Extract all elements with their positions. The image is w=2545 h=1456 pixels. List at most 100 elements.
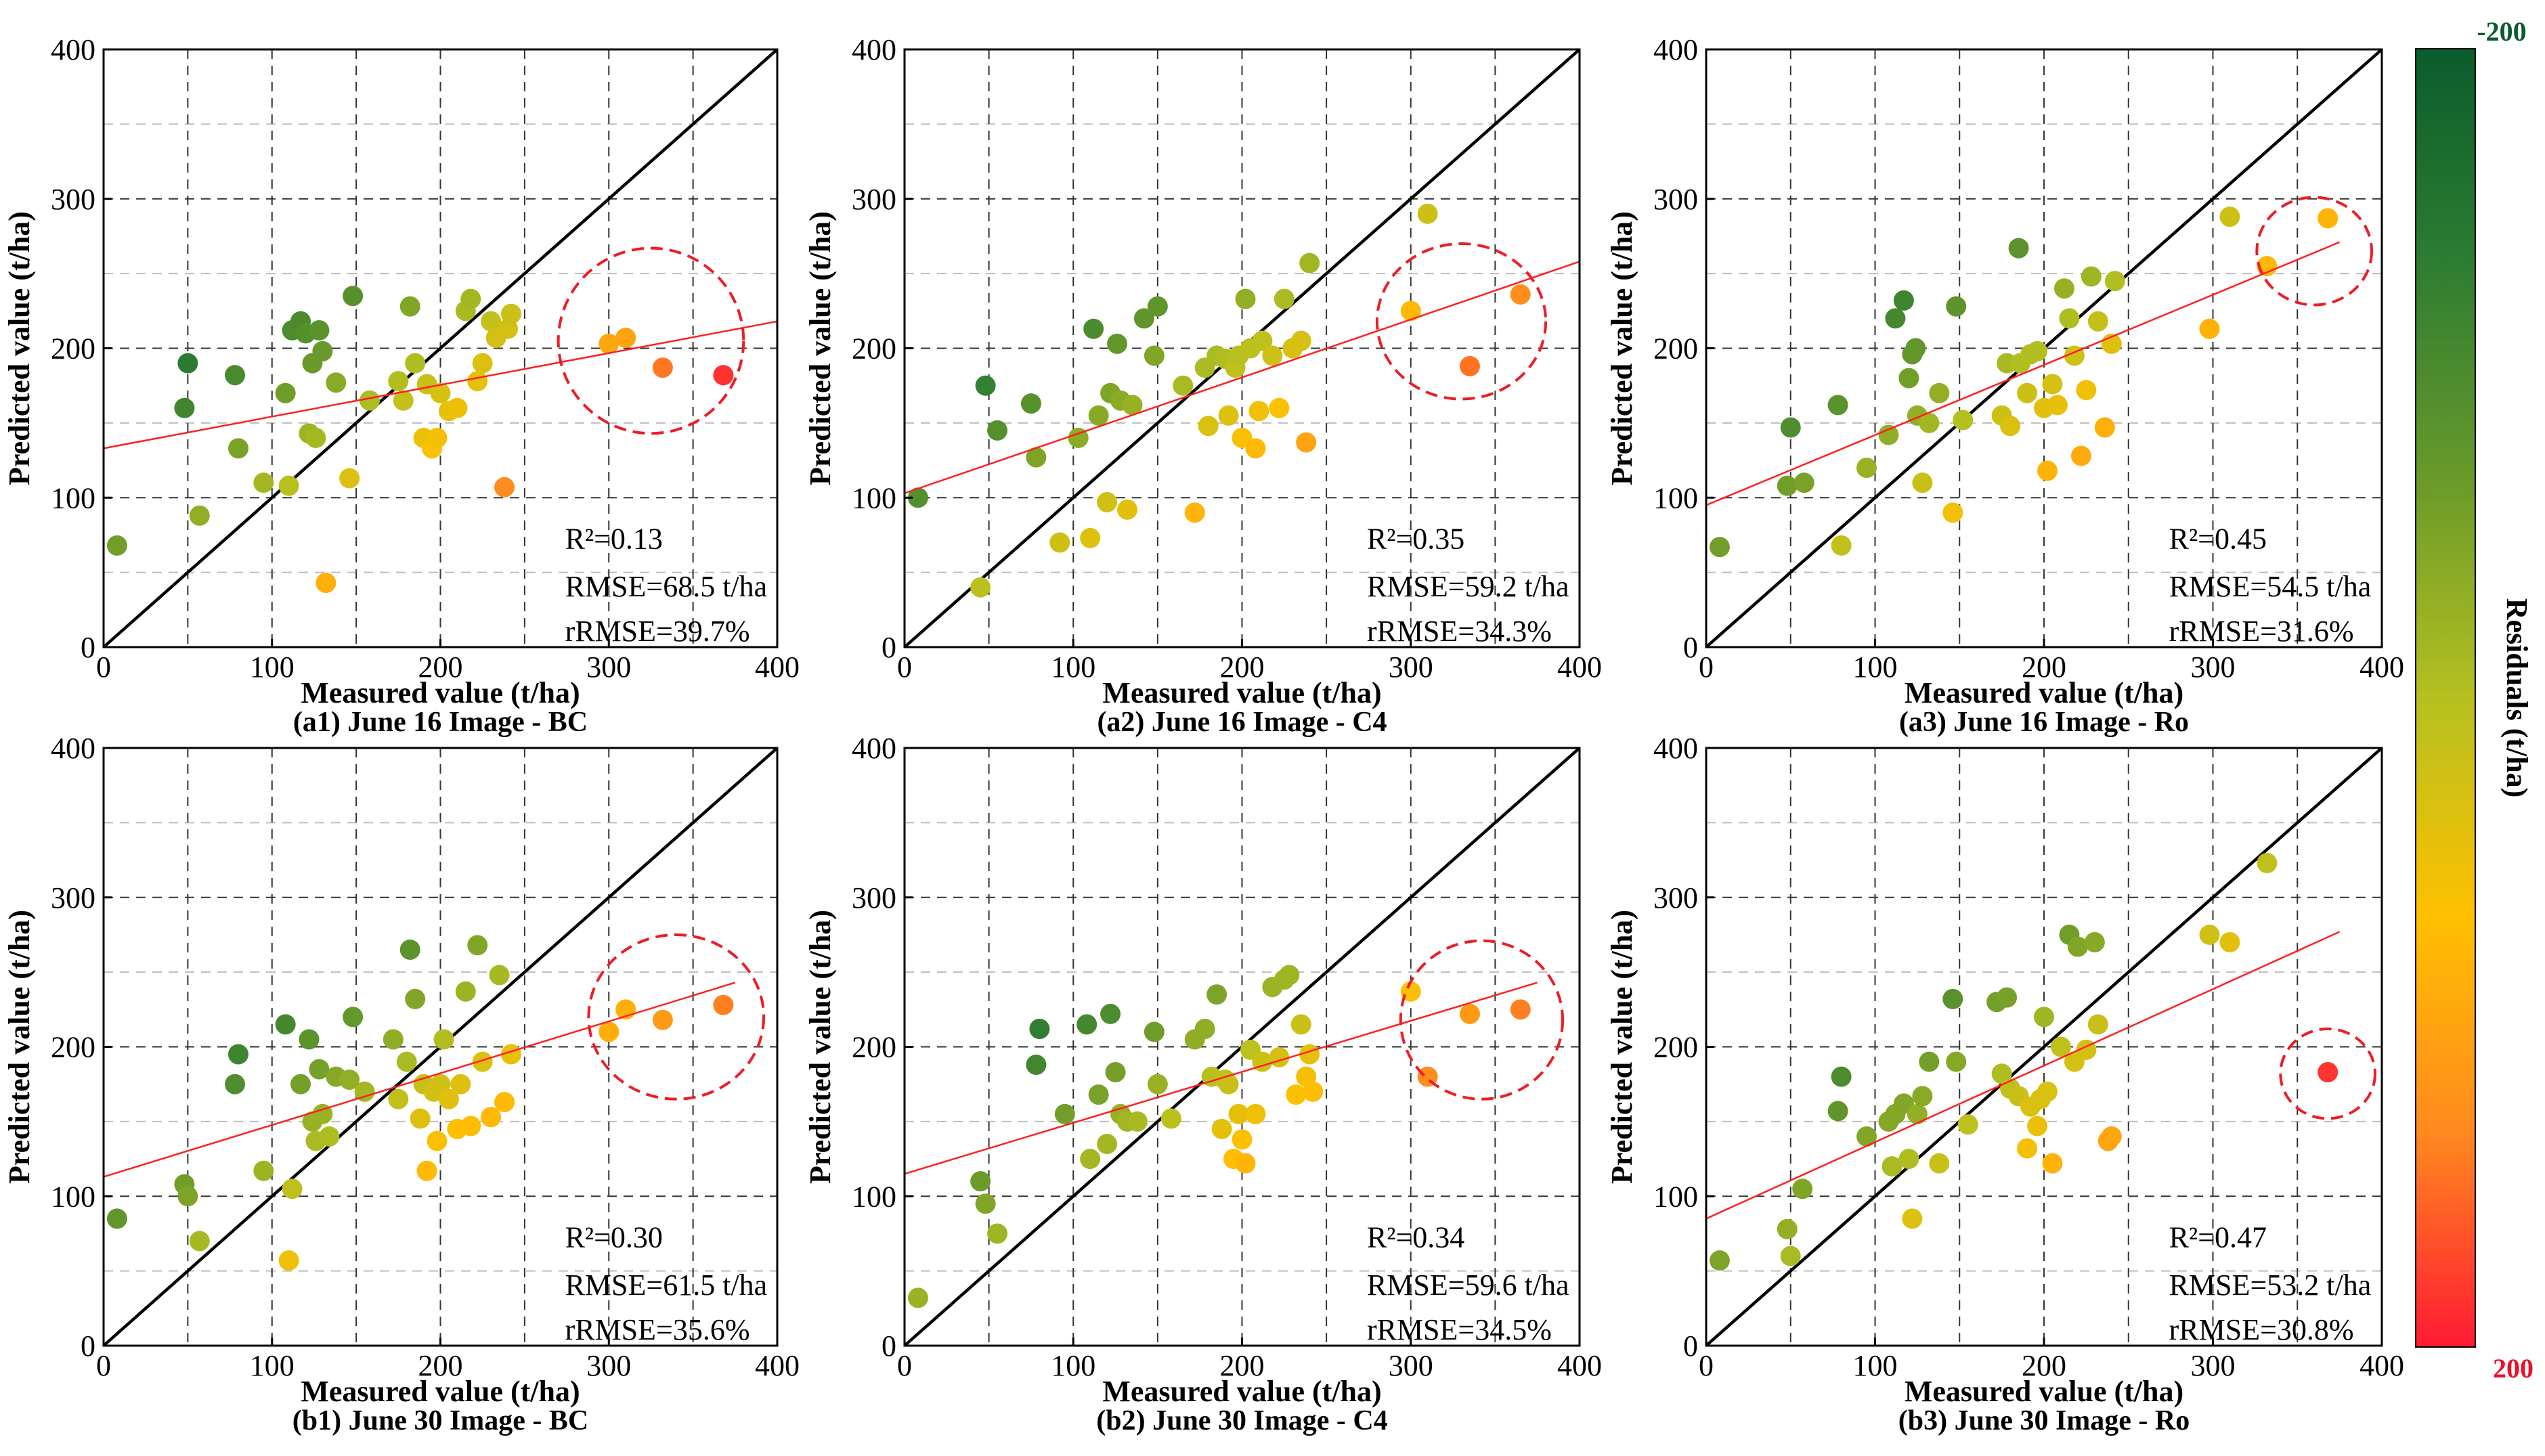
y-tick-label: 400 xyxy=(51,33,95,66)
y-tick-label: 100 xyxy=(852,1180,896,1213)
y-tick-label: 400 xyxy=(852,732,896,765)
r-squared-label: R²=0.30 xyxy=(565,1220,663,1254)
y-tick-label: 100 xyxy=(1653,481,1698,514)
data-point xyxy=(987,420,1008,441)
panel-b1: 00 100 100 200 200 300 300 400 400 Measured value… xyxy=(3,732,800,1436)
panel-caption: (b2) June 30 Image - C4 xyxy=(1096,1405,1387,1436)
one-to-one-line xyxy=(1705,747,2383,1347)
data-point xyxy=(1117,499,1138,520)
rmse-label: RMSE=59.6 t/ha xyxy=(1367,1269,1569,1302)
data-point xyxy=(1912,1086,1933,1107)
x-axis-title: Measured value (t/ha) xyxy=(1905,1375,2183,1408)
x-tick-label: 100 xyxy=(250,1349,295,1382)
data-point xyxy=(1100,1003,1121,1024)
data-point xyxy=(1885,308,1906,329)
data-point xyxy=(2042,374,2063,395)
data-point xyxy=(1777,1218,1798,1239)
data-point xyxy=(1245,1103,1266,1124)
x-tick-label: 0 xyxy=(96,1349,111,1382)
x-tick-label: 0 xyxy=(1699,650,1714,684)
data-point xyxy=(2101,1126,2122,1147)
y-tick-label: 200 xyxy=(51,332,95,366)
x-tick-label: 300 xyxy=(1389,1349,1433,1382)
data-point xyxy=(1269,397,1290,418)
data-point xyxy=(970,1171,991,1192)
data-point xyxy=(1068,427,1089,448)
data-point xyxy=(2318,208,2339,229)
data-point xyxy=(652,1009,673,1030)
panel-caption: (a3) June 16 Image - Ro xyxy=(1899,707,2189,738)
data-point xyxy=(1929,1153,1950,1174)
y-tick-label: 200 xyxy=(852,1031,896,1064)
data-point xyxy=(494,477,515,498)
data-point xyxy=(472,1051,493,1072)
data-point xyxy=(312,1103,333,1124)
data-point xyxy=(189,1231,210,1252)
data-point xyxy=(2199,318,2220,339)
data-point xyxy=(1942,502,1963,523)
data-point xyxy=(405,353,426,374)
data-point xyxy=(2008,238,2029,259)
regression-line xyxy=(1705,931,2341,1220)
y-tick-label: 0 xyxy=(882,631,896,664)
y-tick-label: 0 xyxy=(1683,631,1698,664)
data-point xyxy=(383,1029,404,1050)
data-point xyxy=(1827,395,1848,416)
data-point xyxy=(1097,1133,1118,1154)
data-point xyxy=(1881,1156,1902,1177)
data-point xyxy=(2087,311,2108,332)
data-point xyxy=(2219,931,2240,952)
data-point xyxy=(599,1021,619,1042)
panel-caption: (b1) June 30 Image - BC xyxy=(292,1405,589,1436)
panel-a3: 00 100 100 200 200 300 300 400 400 Measured value… xyxy=(1605,33,2404,738)
data-point xyxy=(1184,502,1205,523)
y-axis-title: Predicted value (t/ha) xyxy=(804,910,837,1184)
x-axis-title: Measured value (t/ha) xyxy=(1102,676,1381,709)
data-point xyxy=(393,390,414,411)
x-tick-label: 0 xyxy=(96,650,111,684)
data-point xyxy=(2034,1007,2054,1028)
data-point xyxy=(2081,266,2102,287)
data-point xyxy=(290,1074,311,1095)
data-point xyxy=(455,981,476,1002)
data-point xyxy=(987,1223,1008,1244)
data-point xyxy=(1827,1101,1848,1122)
data-point xyxy=(970,577,991,598)
data-point xyxy=(278,475,299,496)
data-point xyxy=(1105,1062,1126,1083)
data-point xyxy=(1218,405,1239,426)
data-point xyxy=(1417,203,1438,224)
x-tick-label: 300 xyxy=(586,650,631,684)
x-tick-label: 400 xyxy=(1557,1349,1602,1382)
data-point xyxy=(1020,393,1041,414)
data-point xyxy=(1198,416,1219,437)
x-tick-label: 0 xyxy=(1699,1349,1714,1382)
data-point xyxy=(1127,1111,1148,1132)
data-point xyxy=(1144,345,1165,366)
data-point xyxy=(1218,1074,1239,1095)
x-tick-label: 400 xyxy=(2359,1349,2404,1382)
data-point xyxy=(2027,340,2048,361)
data-point xyxy=(652,357,673,378)
data-point xyxy=(500,303,521,324)
y-tick-label: 200 xyxy=(51,1031,95,1064)
data-point xyxy=(615,328,636,349)
r-squared-label: R²=0.45 xyxy=(2169,522,2267,555)
data-point xyxy=(1245,438,1266,459)
y-axis-title: Predicted value (t/ha) xyxy=(1605,211,1638,485)
x-tick-label: 300 xyxy=(2191,1349,2236,1382)
data-point xyxy=(399,296,420,317)
data-point xyxy=(1248,401,1269,422)
data-point xyxy=(1942,988,1963,1009)
data-point xyxy=(713,365,734,386)
x-tick-label: 300 xyxy=(1389,650,1433,684)
data-point xyxy=(1088,1084,1109,1105)
data-point xyxy=(2027,1116,2048,1137)
y-tick-label: 400 xyxy=(51,732,95,765)
y-axis-title: Predicted value (t/ha) xyxy=(804,211,837,485)
data-point xyxy=(1793,472,1814,493)
data-point xyxy=(2084,931,2105,952)
x-axis-title: Measured value (t/ha) xyxy=(301,1375,580,1408)
data-point xyxy=(299,1029,320,1050)
data-point xyxy=(309,1059,330,1080)
